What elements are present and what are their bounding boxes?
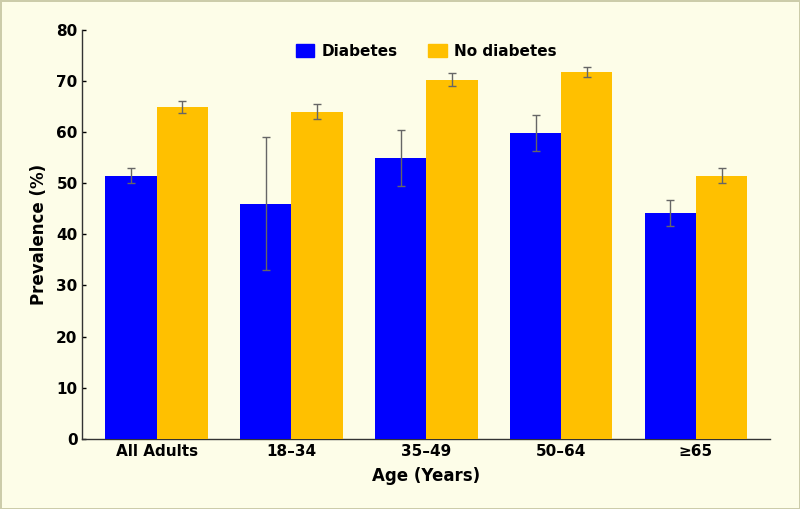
Legend: Diabetes, No diabetes: Diabetes, No diabetes	[290, 38, 563, 65]
Bar	[561, 72, 612, 439]
Bar	[510, 133, 561, 439]
Bar	[696, 176, 747, 439]
Bar	[426, 79, 478, 439]
Y-axis label: Prevalence (%): Prevalence (%)	[30, 164, 48, 305]
Bar	[106, 176, 157, 439]
Bar	[157, 107, 208, 439]
Bar	[240, 204, 291, 439]
Bar	[375, 158, 426, 439]
Bar	[645, 213, 696, 439]
Bar	[291, 112, 342, 439]
X-axis label: Age (Years): Age (Years)	[372, 467, 480, 485]
